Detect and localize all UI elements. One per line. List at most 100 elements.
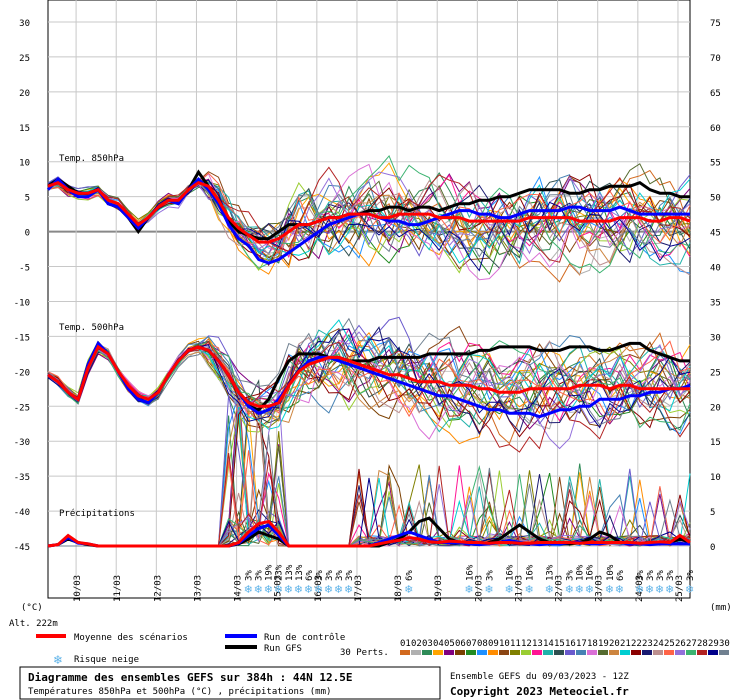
snow-risk-icon: ❄: [284, 583, 293, 596]
perturbation-id: 07: [466, 639, 477, 649]
perturbation-id: 09: [488, 639, 499, 649]
perturbation-id: 15: [554, 639, 565, 649]
y2-tick-label: 55: [710, 159, 721, 169]
perturbation-id: 02: [411, 639, 422, 649]
y-tick-label: 0: [25, 229, 30, 239]
snow-risk-pct: 16%: [526, 564, 536, 581]
perturbation-line: [47, 317, 691, 426]
snow-risk-icon: ❄: [244, 583, 253, 596]
snow-risk-icon: ❄: [404, 583, 413, 596]
series-line: [47, 181, 691, 244]
snow-risk-pct: 3%: [315, 570, 325, 581]
footer-subtitle: Températures 850hPa et 500hPa (°C) , pré…: [28, 686, 331, 697]
perturbation-id: 29: [708, 639, 719, 649]
snow-risk-pct: 13%: [546, 564, 556, 581]
perturbation-id: 19: [598, 639, 609, 649]
snow-risk-icon: ❄: [504, 583, 513, 596]
snow-risk-pct: 3%: [325, 570, 335, 581]
date-tick-label: 12/03: [153, 575, 163, 602]
snow-risk-icon: ❄: [344, 583, 353, 596]
perturbation-id: 11: [510, 639, 521, 649]
perturbation-swatch: [675, 650, 685, 655]
y2-tick-label: 65: [710, 89, 721, 99]
snow-risk-pct: 3%: [566, 570, 576, 581]
date-tick-label: 10/03: [73, 575, 83, 602]
perturbation-swatch: [620, 650, 630, 655]
perturbation-swatch: [466, 650, 476, 655]
date-tick-label: 19/03: [434, 575, 444, 602]
perturbation-id: 12: [521, 639, 532, 649]
snow-risk-icon: ❄: [274, 583, 283, 596]
perturbation-swatch: [510, 650, 520, 655]
footer-title: Diagramme des ensembles GEFS sur 384h : …: [28, 671, 353, 684]
perturbation-id: 27: [686, 639, 697, 649]
y-tick-label: -10: [14, 298, 30, 308]
y-tick-label: 10: [19, 159, 30, 169]
date-tick-label: 20/03: [474, 575, 484, 602]
perturbation-line: [47, 336, 691, 414]
perturbation-swatch: [609, 650, 619, 655]
perturbation-swatch: [587, 650, 597, 655]
perturbation-id: 18: [587, 639, 598, 649]
snow-risk-pct: 3%: [686, 570, 696, 581]
snow-risk-pct: 13%: [285, 564, 295, 581]
y2-tick-label: 50: [710, 194, 721, 204]
snow-risk-icon: ❄: [294, 583, 303, 596]
y-tick-label: -30: [14, 438, 30, 448]
perturbation-swatch: [400, 650, 410, 655]
perturbation-swatch: [664, 650, 674, 655]
chart-grid: [47, 0, 691, 599]
perturbation-swatch: [653, 650, 663, 655]
snow-risk-icon: ❄: [665, 583, 674, 596]
series-line: [47, 519, 691, 548]
perturbation-swatch: [422, 650, 432, 655]
y2-tick-label: 0: [710, 543, 715, 553]
perturbation-swatch: [576, 650, 586, 655]
date-tick-label: 21/03: [514, 575, 524, 602]
legend-mean-label: Moyenne des scénarios: [74, 632, 188, 643]
y-tick-label: 15: [19, 124, 30, 134]
panel-label-t850: Temp. 850hPa: [59, 154, 124, 164]
snow-risk-icon: ❄: [464, 583, 473, 596]
perturbation-id: 06: [455, 639, 466, 649]
footer-box: [19, 666, 441, 700]
footer-copyright: Copyright 2023 Meteociel.fr: [450, 685, 629, 698]
perturbation-id: 14: [543, 639, 554, 649]
perturbation-swatch: [697, 650, 707, 655]
perturbation-id: 21: [620, 639, 631, 649]
snow-risk-pct: 3%: [245, 570, 255, 581]
left-unit-label: (°C): [21, 603, 43, 613]
snow-risk-icon: ❄: [645, 583, 654, 596]
y-tick-label: -45: [14, 543, 30, 553]
snow-risk-icon: ❄: [615, 583, 624, 596]
snow-risk-pct: 3%: [656, 570, 666, 581]
snow-risk-pct: 3%: [646, 570, 656, 581]
main-series-lines: [46, 169, 691, 548]
altitude-label: Alt. 222m: [9, 619, 58, 629]
snow-risk-pct: 3%: [666, 570, 676, 581]
snow-risk-pct: 10%: [606, 564, 616, 581]
perturbation-id: 28: [697, 639, 708, 649]
footer-run: Ensemble GEFS du 09/03/2023 - 12Z: [450, 672, 629, 682]
perturbation-id: 30: [719, 639, 730, 649]
panel-label-t500: Temp. 500hPa: [59, 323, 124, 333]
perturbation-id: 10: [499, 639, 510, 649]
y-tick-label: 20: [19, 89, 30, 99]
perturbation-swatch: [554, 650, 564, 655]
date-tick-label: 22/03: [555, 575, 565, 602]
y2-tick-label: 20: [710, 403, 721, 413]
y-tick-label: -35: [14, 473, 30, 483]
snow-risk-icon: ❄: [254, 583, 263, 596]
perturbation-id: 26: [675, 639, 686, 649]
y-tick-label: -15: [14, 333, 30, 343]
y-tick-label: 30: [19, 19, 30, 29]
snow-risk-icon: ❄: [605, 583, 614, 596]
perturbation-swatch: [719, 650, 729, 655]
perturbation-swatch: [521, 650, 531, 655]
snow-risk-icon: ❄: [635, 583, 644, 596]
perturbation-swatch: [598, 650, 608, 655]
snow-risk-pct: 3%: [255, 570, 265, 581]
snow-risk-icon: ❄: [334, 583, 343, 596]
perturbation-id: 16: [565, 639, 576, 649]
perturbation-swatch: [411, 650, 421, 655]
